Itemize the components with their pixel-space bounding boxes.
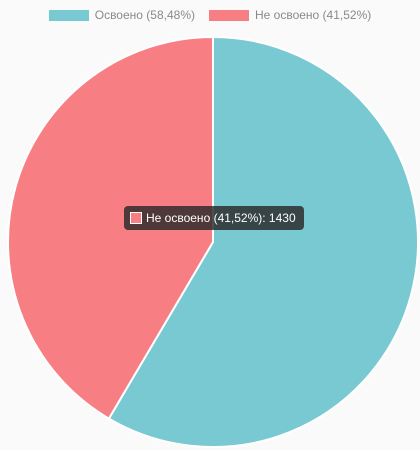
legend-item-osvoeno[interactable]: Освоено (58,48%) <box>48 8 195 22</box>
legend-item-ne-osvoeno[interactable]: Не освоено (41,52%) <box>208 8 372 22</box>
legend-label-ne-osvoeno: Не освоено (41,52%) <box>254 8 372 22</box>
legend-swatch-ne-osvoeno <box>208 9 249 21</box>
pie-slice-ne-osvoeno[interactable] <box>7 35 214 420</box>
tooltip-swatch <box>130 212 142 224</box>
pie-slices <box>7 35 419 448</box>
pie-slice-osvoeno[interactable] <box>107 35 419 448</box>
tooltip-text: Не освоено (41,52%): 1430 <box>146 211 296 225</box>
legend-swatch-osvoeno <box>48 9 89 21</box>
legend-label-osvoeno: Освоено (58,48%) <box>94 8 195 22</box>
chart-tooltip: Не освоено (41,52%): 1430 <box>124 206 304 230</box>
chart-legend: Освоено (58,48%) Не освоено (41,52%) <box>0 8 420 22</box>
